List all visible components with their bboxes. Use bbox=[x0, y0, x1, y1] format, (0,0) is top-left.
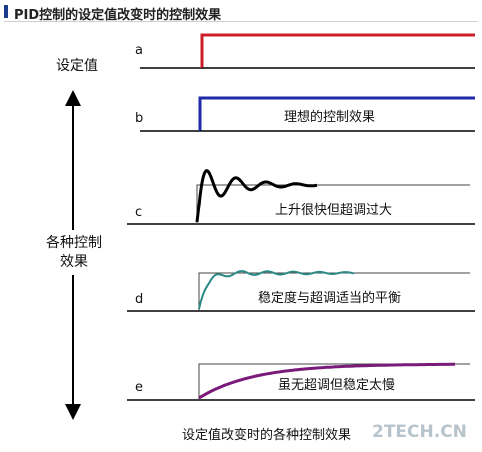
row-d-balanced: 稳定度与超调适当的平衡 bbox=[127, 270, 475, 312]
footer-caption: 设定值改变时的各种控制效果 bbox=[182, 427, 351, 443]
effects-label-line2: 效果 bbox=[60, 254, 88, 270]
row-e-caption: 虽无超调但稳定太慢 bbox=[278, 377, 395, 393]
row-letter-b: b bbox=[135, 111, 143, 126]
title-marker bbox=[4, 5, 8, 18]
effects-label-line1: 各种控制 bbox=[46, 235, 102, 251]
row-b-ideal: 理想的控制效果 bbox=[140, 96, 475, 132]
row-b-caption: 理想的控制效果 bbox=[284, 109, 375, 125]
setpoint-label: 设定值 bbox=[56, 58, 98, 74]
row-d-reference-line bbox=[198, 272, 470, 311]
watermark: 2TECH.CN bbox=[372, 422, 467, 442]
page-title: PID控制的设定值改变时的控制效果 bbox=[14, 4, 221, 23]
row-a-setpoint-step bbox=[140, 33, 475, 69]
row-letter-c: c bbox=[135, 205, 142, 220]
row-c-caption: 上升很快但超调过大 bbox=[275, 203, 392, 218]
row-d-response-curve bbox=[198, 270, 355, 310]
row-d-caption: 稳定度与超调适当的平衡 bbox=[258, 290, 401, 306]
row-a-step-curve bbox=[200, 33, 475, 68]
row-letter-a: a bbox=[135, 43, 143, 58]
row-b-step-curve bbox=[198, 96, 475, 131]
title-prefix: PID bbox=[14, 8, 40, 23]
title-rest: 控制的设定值改变时的控制效果 bbox=[39, 8, 222, 23]
row-e-response-curve bbox=[198, 362, 455, 400]
title-bar: PID控制的设定值改变时的控制效果 bbox=[4, 3, 478, 23]
row-e-slow: 虽无超调但稳定太慢 bbox=[127, 362, 475, 401]
row-letter-d: d bbox=[135, 292, 143, 307]
row-letter-e: e bbox=[135, 380, 143, 395]
row-c-overshoot: 上升很快但超调过大 bbox=[127, 169, 475, 225]
row-c-response-curve bbox=[195, 169, 318, 223]
